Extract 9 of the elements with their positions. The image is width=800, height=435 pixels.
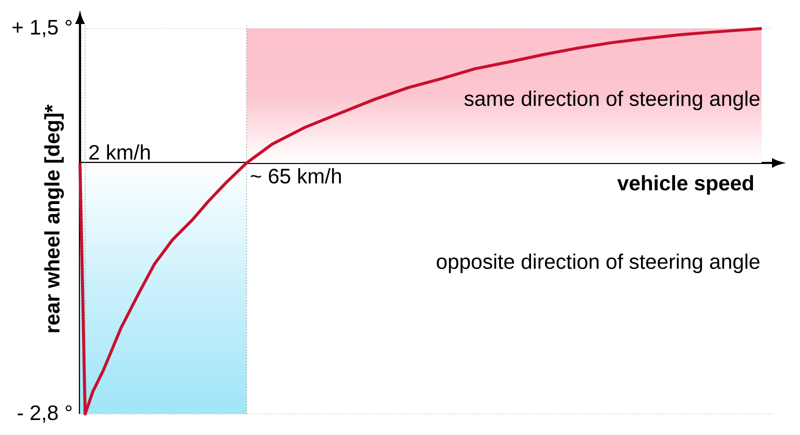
ref-line-label: ~ 65 km/h — [250, 168, 341, 184]
line-series — [78, 26, 764, 416]
y-tick-label: + 1,5 ° — [12, 20, 72, 38]
x-axis-title: vehicle speed — [617, 175, 754, 195]
ref-line-label: 2 km/h — [89, 144, 150, 160]
y-axis-title: rear wheel angle [deg]* — [44, 104, 64, 332]
annotation: opposite direction of steering angle — [436, 254, 760, 274]
y-tick-label: - 2,8 ° — [18, 405, 72, 423]
annotation: same direction of steering angle — [464, 90, 760, 110]
